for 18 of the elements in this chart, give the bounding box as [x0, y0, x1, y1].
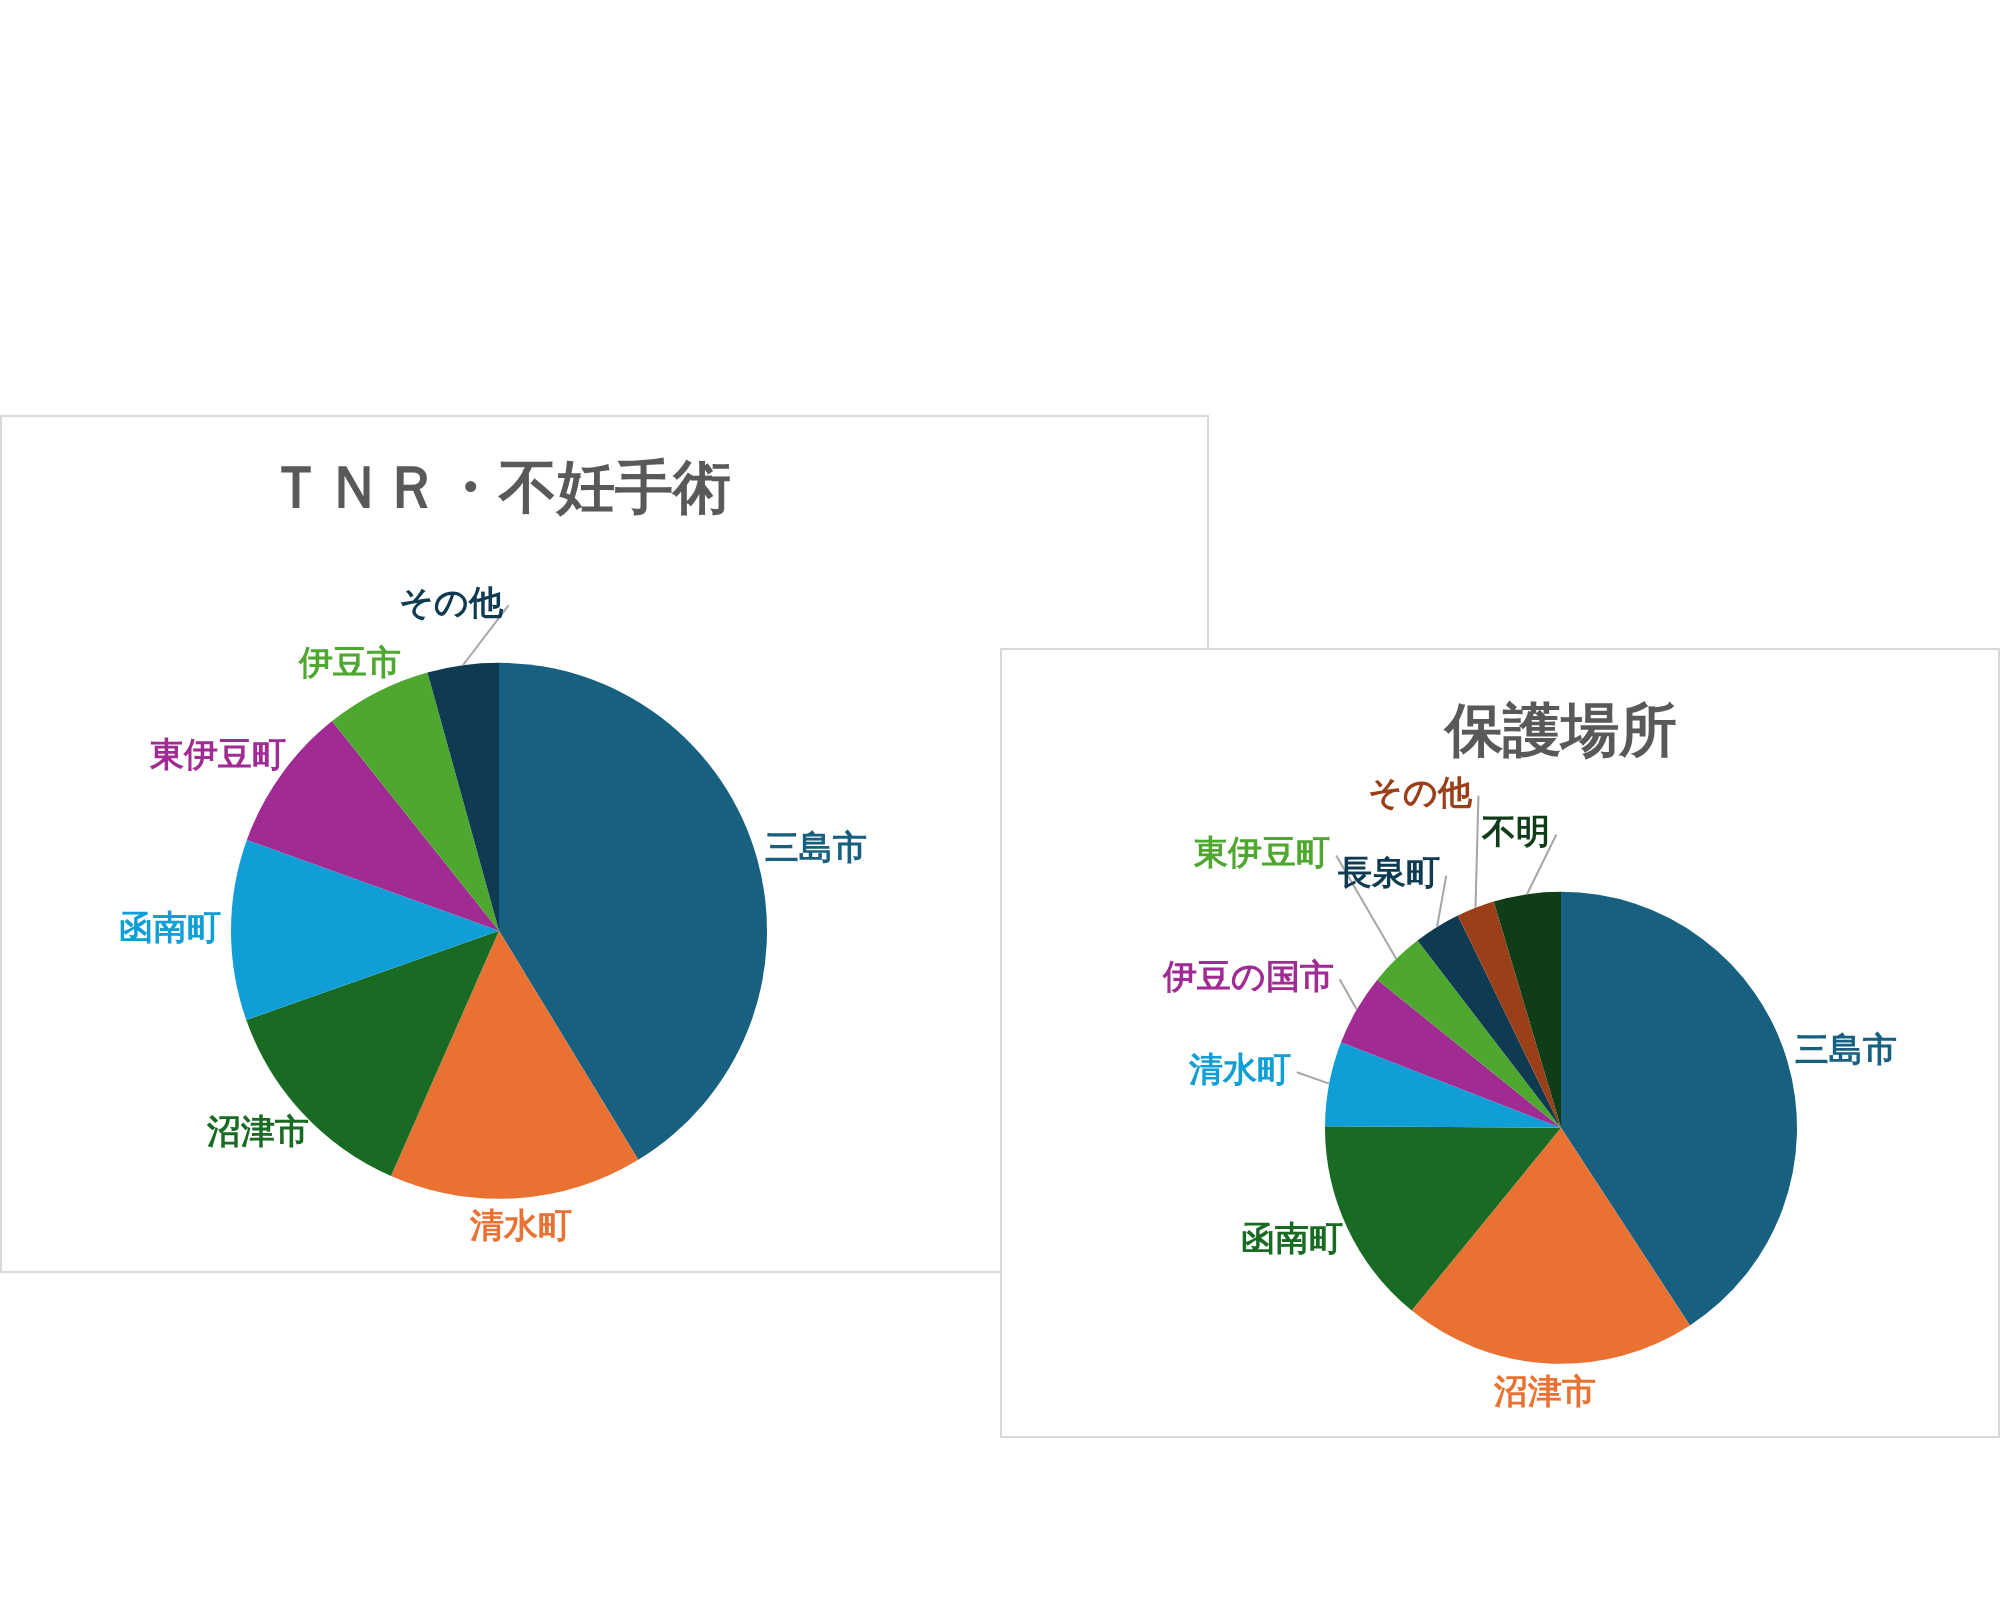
chart-title: ＴＮＲ・不妊手術 [267, 452, 731, 521]
slice-label: 清水町 [468, 1205, 572, 1246]
slice-label: 函南町 [1241, 1218, 1344, 1259]
slice-label: 三島市 [1794, 1028, 1897, 1069]
slice-label: 伊豆の国市 [1161, 956, 1334, 997]
slice-label: その他 [398, 582, 504, 623]
chart-title: 保護場所 [1443, 695, 1677, 764]
slice-label: 沼津市 [1493, 1370, 1597, 1411]
slice-label: 函南町 [119, 906, 221, 947]
slice-label: 東伊豆町 [1193, 832, 1331, 873]
slice-label: 不明 [1481, 811, 1551, 852]
slice-label: 東伊豆町 [148, 733, 286, 774]
slice-label: 清水町 [1187, 1049, 1291, 1090]
slice-label: 伊豆市 [297, 641, 401, 682]
slice-label: 長泉町 [1337, 852, 1441, 893]
slice-label: 沼津市 [205, 1110, 309, 1151]
slice-label: その他 [1368, 772, 1474, 813]
slice-label: 三島市 [764, 827, 867, 868]
